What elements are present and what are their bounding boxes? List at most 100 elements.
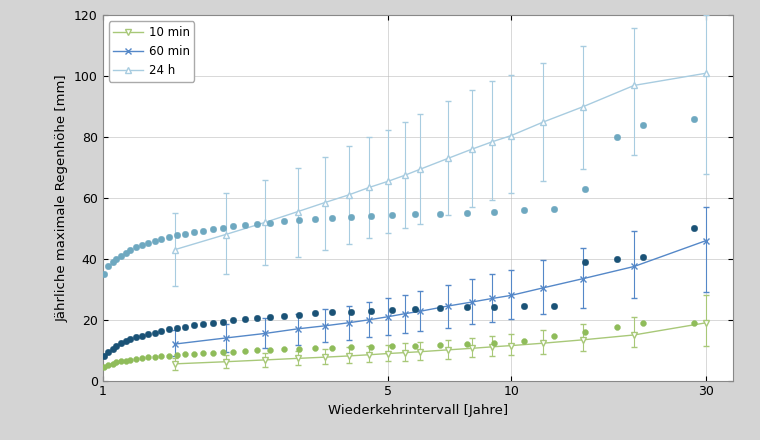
Point xyxy=(179,323,191,330)
Point xyxy=(611,255,623,262)
X-axis label: Wiederkehrintervall [Jahre]: Wiederkehrintervall [Jahre] xyxy=(328,404,508,417)
Point xyxy=(98,363,110,370)
Point xyxy=(171,352,183,359)
Point xyxy=(171,232,183,239)
Point xyxy=(110,359,122,366)
Point xyxy=(197,320,209,327)
Point xyxy=(637,319,649,326)
Y-axis label: Jährliche maximale Regenhöhe [mm]: Jährliche maximale Regenhöhe [mm] xyxy=(55,74,68,322)
Point xyxy=(264,346,276,353)
Point xyxy=(207,226,219,233)
Point xyxy=(141,330,154,337)
Point xyxy=(155,235,167,242)
Point xyxy=(163,234,175,241)
Point xyxy=(637,254,649,261)
Point xyxy=(386,306,398,313)
Point xyxy=(518,207,530,214)
Point xyxy=(197,350,209,357)
Point xyxy=(98,353,110,360)
Point xyxy=(409,211,421,218)
Point xyxy=(579,185,591,192)
Point xyxy=(688,115,700,122)
Point xyxy=(548,302,560,309)
Point xyxy=(120,249,132,256)
Point xyxy=(148,329,160,336)
Point xyxy=(461,304,473,311)
Point xyxy=(461,209,473,216)
Point xyxy=(345,214,357,221)
Point xyxy=(197,227,209,234)
Point xyxy=(163,352,175,359)
Point xyxy=(227,348,239,355)
Point xyxy=(278,346,290,353)
Point xyxy=(489,208,501,215)
Point xyxy=(125,246,137,253)
Point xyxy=(309,216,321,223)
Point xyxy=(188,350,200,357)
Point xyxy=(110,255,122,262)
Point xyxy=(115,252,127,259)
Point xyxy=(264,313,276,320)
Point xyxy=(188,228,200,235)
Point xyxy=(434,210,446,217)
Point xyxy=(148,353,160,360)
Point xyxy=(102,348,114,355)
Point xyxy=(326,215,338,222)
Legend: 10 min, 60 min, 24 h: 10 min, 60 min, 24 h xyxy=(109,21,195,81)
Point xyxy=(461,341,473,348)
Point xyxy=(386,212,398,219)
Point xyxy=(309,310,321,317)
Point xyxy=(409,305,421,312)
Point xyxy=(136,332,148,339)
Point xyxy=(207,319,219,326)
Point xyxy=(365,307,377,314)
Point xyxy=(179,231,191,238)
Point xyxy=(251,315,263,322)
Point xyxy=(110,342,122,349)
Point xyxy=(434,304,446,312)
Point xyxy=(579,258,591,265)
Point xyxy=(518,303,530,310)
Point xyxy=(293,311,305,318)
Point xyxy=(125,356,137,363)
Point xyxy=(207,349,219,356)
Point xyxy=(409,342,421,349)
Point xyxy=(637,121,649,128)
Point xyxy=(131,334,143,341)
Point xyxy=(688,319,700,326)
Point xyxy=(136,355,148,362)
Point xyxy=(309,345,321,352)
Point xyxy=(227,317,239,324)
Point xyxy=(345,308,357,315)
Point xyxy=(365,213,377,220)
Point xyxy=(141,239,154,246)
Point xyxy=(188,322,200,329)
Point xyxy=(155,327,167,334)
Point xyxy=(611,134,623,141)
Point xyxy=(120,337,132,345)
Point xyxy=(115,340,127,347)
Point xyxy=(217,348,229,356)
Point xyxy=(107,360,119,367)
Point xyxy=(239,222,251,229)
Point xyxy=(102,361,114,368)
Point xyxy=(107,345,119,352)
Point xyxy=(611,324,623,331)
Point xyxy=(518,337,530,345)
Point xyxy=(293,216,305,224)
Point xyxy=(386,343,398,350)
Point xyxy=(278,218,290,225)
Point xyxy=(264,219,276,226)
Point xyxy=(155,353,167,360)
Point xyxy=(131,244,143,251)
Point xyxy=(239,348,251,355)
Point xyxy=(489,303,501,310)
Point xyxy=(136,242,148,249)
Point xyxy=(148,238,160,245)
Point xyxy=(141,354,154,361)
Point xyxy=(171,324,183,331)
Point xyxy=(227,223,239,230)
Point xyxy=(579,328,591,335)
Point xyxy=(125,335,137,342)
Point xyxy=(179,351,191,358)
